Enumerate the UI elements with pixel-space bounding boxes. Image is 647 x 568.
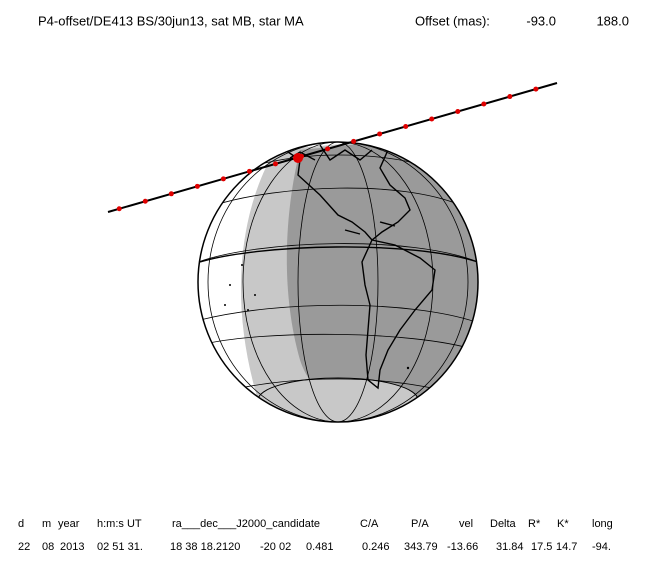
time-marker: [142, 198, 148, 204]
time-marker: [168, 191, 174, 197]
map-title: P4-offset/DE413 BS/30jun13, sat MB, star…: [38, 13, 304, 28]
offset-label: Offset (mas):: [415, 13, 490, 28]
cell-value: 343.79: [404, 541, 438, 553]
time-marker: [220, 176, 226, 182]
column-header: h:m:s UT: [97, 518, 142, 530]
offset-value: 188.0: [596, 13, 629, 28]
cell-value: 31.84: [496, 541, 524, 553]
cell-value: 17.5: [531, 541, 552, 553]
column-header: d: [18, 518, 24, 530]
globe: [197, 141, 479, 423]
column-header: year: [58, 518, 80, 530]
cell-value: 02 51 31.: [97, 541, 143, 553]
time-marker: [194, 183, 200, 189]
cell-value: 22: [18, 541, 30, 553]
time-marker: [507, 94, 513, 100]
column-header: R*: [528, 518, 541, 530]
column-header: P/A: [411, 518, 429, 530]
time-marker: [481, 101, 487, 107]
time-marker: [246, 168, 252, 174]
shadow-path: [107, 82, 558, 213]
column-header: long: [592, 518, 613, 530]
offset-value: -93.0: [526, 13, 556, 28]
time-marker: [403, 123, 409, 129]
data-table: d m year h:m:s UT ra___dec___J2000_candidate…: [18, 518, 613, 553]
time-marker: [455, 109, 461, 115]
time-marker: [429, 116, 435, 122]
cell-value: 0.481: [306, 541, 334, 553]
time-marker: [116, 206, 122, 212]
column-header: C/A: [360, 518, 379, 530]
cell-value: 2013: [60, 541, 84, 553]
column-header: K*: [557, 518, 569, 530]
cell-value: 08: [42, 541, 54, 553]
column-header: Delta: [490, 518, 517, 530]
cell-value: 0.246: [362, 541, 390, 553]
cell-value: -20 02: [260, 541, 291, 553]
column-header: m: [42, 518, 51, 530]
time-marker: [272, 161, 278, 167]
column-header: vel: [459, 518, 473, 530]
cell-value: 18 38 18.2120: [170, 541, 240, 553]
cell-value: -94.: [592, 541, 611, 553]
cell-value: 14.7: [556, 541, 577, 553]
cell-value: -13.66: [447, 541, 478, 553]
column-header: ra___dec___J2000_candidate: [172, 518, 320, 530]
time-marker: [325, 146, 331, 152]
time-marker: [377, 131, 383, 137]
time-marker: [533, 86, 539, 92]
time-marker: [351, 138, 357, 144]
